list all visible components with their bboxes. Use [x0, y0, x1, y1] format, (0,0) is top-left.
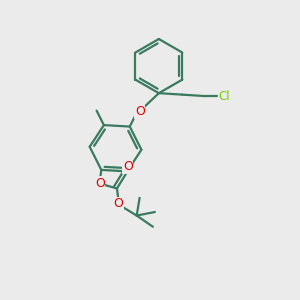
Text: O: O [135, 105, 145, 118]
Text: Cl: Cl [219, 90, 230, 103]
Text: O: O [123, 160, 133, 173]
Text: O: O [113, 197, 123, 210]
Text: O: O [95, 177, 105, 190]
